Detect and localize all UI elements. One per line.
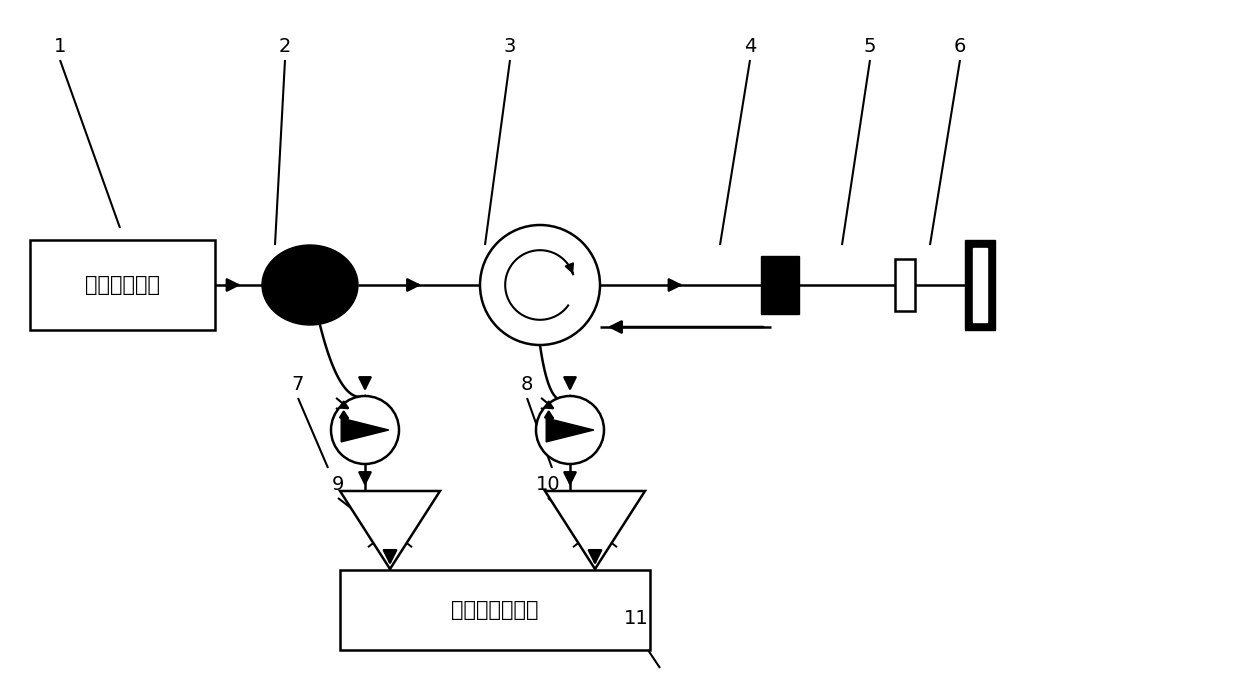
- Text: 4: 4: [744, 37, 756, 56]
- Bar: [973, 248, 987, 322]
- Polygon shape: [340, 491, 440, 569]
- Circle shape: [331, 396, 399, 464]
- Text: 9: 9: [332, 475, 345, 494]
- Ellipse shape: [262, 245, 358, 325]
- Text: 可调谐激光器: 可调谐激光器: [86, 275, 160, 295]
- Text: 10: 10: [536, 475, 560, 494]
- Bar: [895, 259, 915, 311]
- Circle shape: [480, 225, 600, 345]
- Text: 3: 3: [503, 37, 516, 56]
- Text: 2: 2: [279, 37, 291, 56]
- Bar: [761, 256, 799, 314]
- Bar: [340, 570, 650, 650]
- Text: 信号采集与处理: 信号采集与处理: [451, 600, 538, 620]
- Polygon shape: [341, 418, 389, 442]
- Text: 8: 8: [521, 375, 533, 394]
- Text: 5: 5: [864, 37, 877, 56]
- Text: 6: 6: [954, 37, 966, 56]
- Polygon shape: [546, 491, 645, 569]
- Bar: [965, 240, 994, 330]
- Polygon shape: [546, 418, 594, 442]
- Bar: [30, 240, 215, 330]
- Text: 11: 11: [624, 609, 649, 628]
- Text: 7: 7: [291, 375, 304, 394]
- Circle shape: [536, 396, 604, 464]
- Text: 1: 1: [53, 37, 66, 56]
